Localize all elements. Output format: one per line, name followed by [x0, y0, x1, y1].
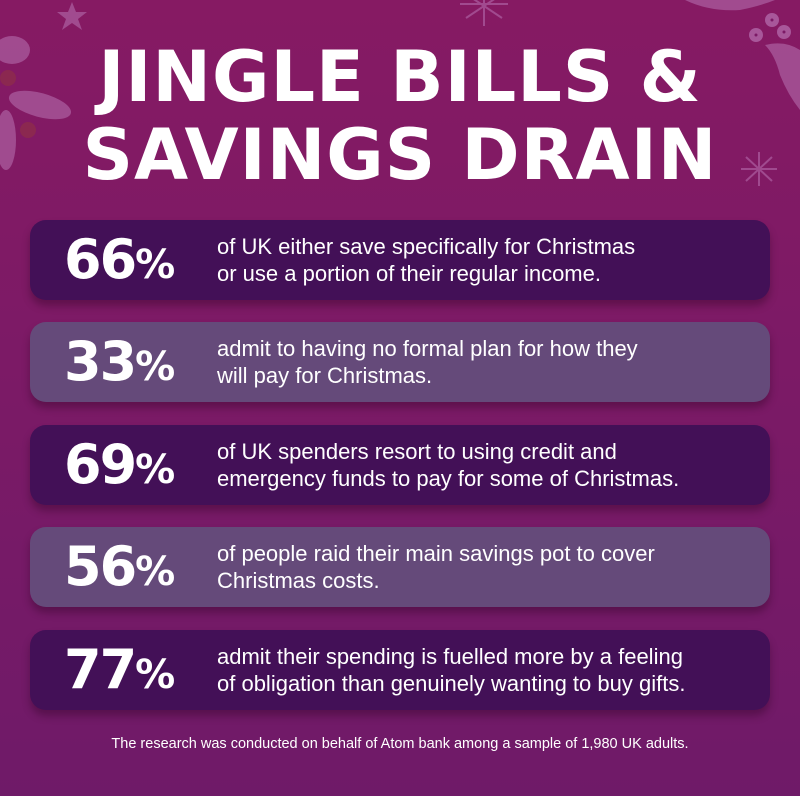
stat-description: of UK either save specifically for Chris…: [215, 233, 770, 287]
stat-percent: 66%: [30, 233, 215, 287]
stat-description-line: of UK spenders resort to using credit an…: [217, 439, 617, 464]
percent-sign: %: [135, 344, 176, 390]
title-line-2: SAVINGS DRAIN: [82, 114, 718, 196]
stat-number: 33: [64, 330, 137, 393]
stat-description-line: Christmas costs.: [217, 568, 380, 593]
page-title: JINGLE BILLS & SAVINGS DRAIN: [0, 38, 800, 194]
stat-percent: 33%: [30, 335, 215, 389]
stat-description: of people raid their main savings pot to…: [215, 540, 770, 594]
stat-description-line: admit to having no formal plan for how t…: [217, 336, 638, 361]
stat-number: 66: [64, 228, 137, 291]
percent-sign: %: [135, 447, 176, 493]
stat-percent: 56%: [30, 540, 215, 594]
snowflake-icon: [460, 0, 508, 26]
stat-description: admit their spending is fuelled more by …: [215, 643, 770, 697]
stat-card-69: 69% of UK spenders resort to using credi…: [30, 425, 770, 505]
stat-description: of UK spenders resort to using credit an…: [215, 438, 770, 492]
stat-percent: 69%: [30, 438, 215, 492]
stat-description-line: of obligation than genuinely wanting to …: [217, 671, 686, 696]
stat-card-77: 77% admit their spending is fuelled more…: [30, 630, 770, 710]
stat-card-66: 66% of UK either save specifically for C…: [30, 220, 770, 300]
stat-card-56: 56% of people raid their main savings po…: [30, 527, 770, 607]
stat-number: 56: [64, 535, 137, 598]
stat-description-line: will pay for Christmas.: [217, 363, 433, 388]
stat-description-line: or use a portion of their regular income…: [217, 261, 601, 286]
stat-number: 77: [64, 638, 137, 701]
percent-sign: %: [135, 549, 176, 595]
percent-sign: %: [135, 652, 176, 698]
star-icon: [57, 2, 87, 30]
stat-description-line: of people raid their main savings pot to…: [217, 541, 655, 566]
stat-number: 69: [64, 433, 137, 496]
holly-icon: [685, 0, 800, 111]
stat-description-line: admit their spending is fuelled more by …: [217, 644, 683, 669]
stat-description-line: of UK either save specifically for Chris…: [217, 234, 636, 259]
stat-percent: 77%: [30, 643, 215, 697]
stat-description-line: emergency funds to pay for some of Chris…: [217, 466, 680, 491]
title-line-1: JINGLE BILLS &: [98, 36, 702, 118]
stat-description: admit to having no formal plan for how t…: [215, 335, 770, 389]
snowflake-icon: [741, 152, 777, 186]
mistletoe-icon: [0, 36, 72, 170]
percent-sign: %: [135, 242, 176, 288]
research-footnote: The research was conducted on behalf of …: [111, 736, 689, 752]
stat-card-33: 33% admit to having no formal plan for h…: [30, 322, 770, 402]
